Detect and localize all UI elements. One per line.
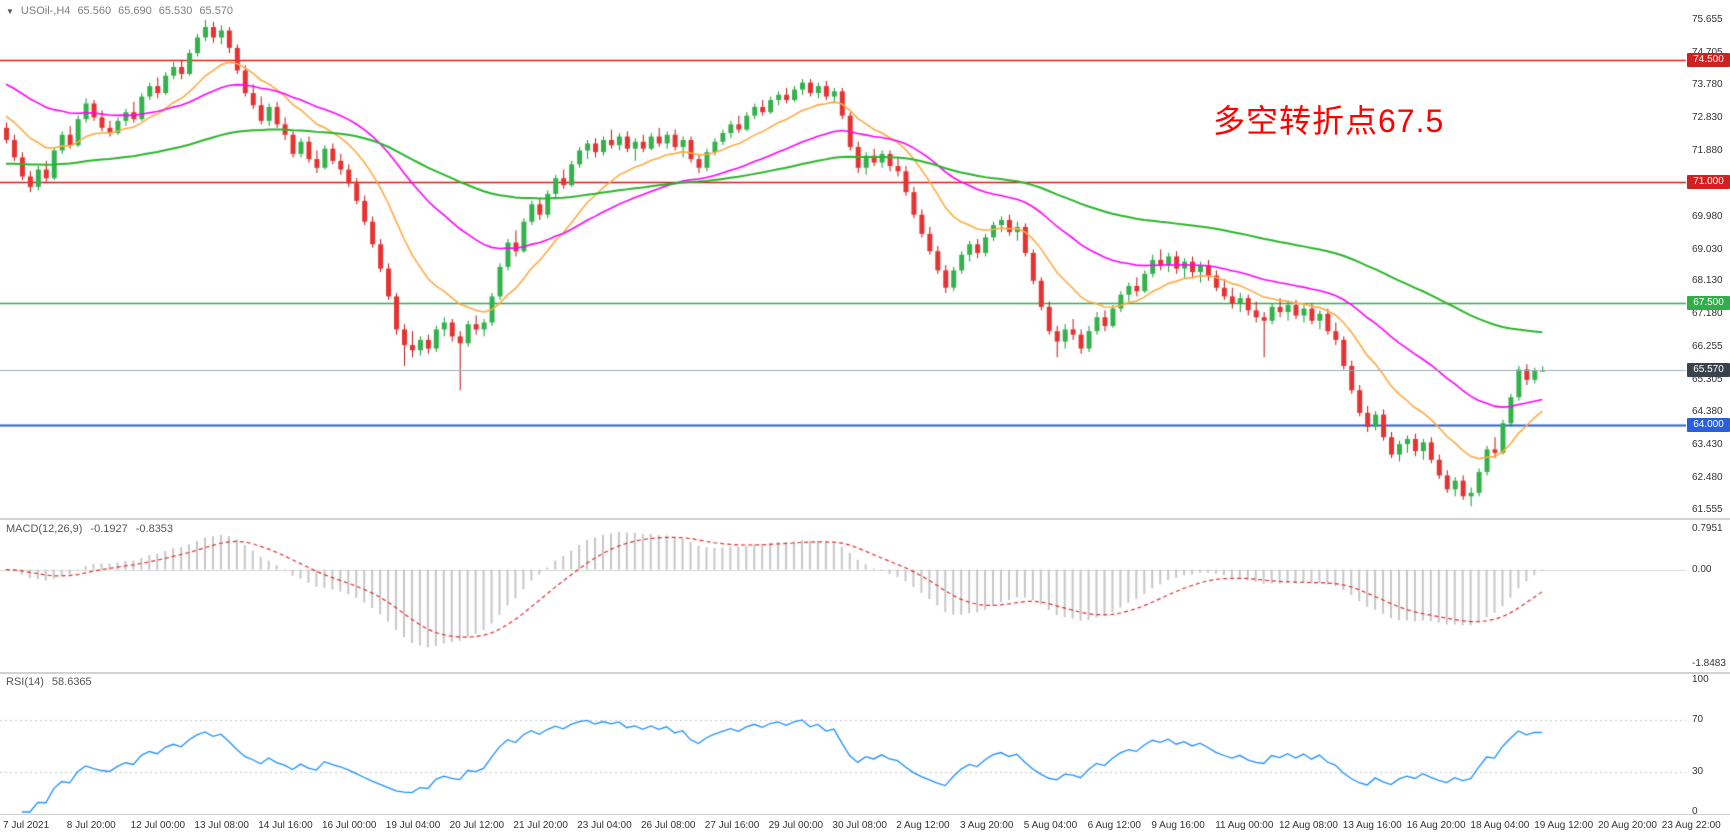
time-axis-label[interactable]: 23 Aug 22:00 [1661, 820, 1721, 831]
time-axis-label[interactable]: 2 Aug 12:00 [896, 820, 950, 831]
macd-header: MACD(12,26,9) -0.1927 -0.8353 [6, 523, 173, 535]
time-axis-label[interactable]: 20 Aug 20:00 [1598, 820, 1657, 831]
symbol-period: USOil-,H4 [20, 5, 71, 17]
annotation-text: 多空转折点67.5 [1213, 103, 1445, 139]
price-axis-label: 62.480 [1692, 471, 1723, 483]
price-axis-label: 69.980 [1692, 211, 1723, 223]
price-axis-label: 74.705 [1692, 47, 1723, 58]
panel-separator-time-axis [0, 814, 1730, 815]
time-axis-label[interactable]: 12 Aug 08:00 [1279, 820, 1338, 831]
time-axis-label[interactable]: 26 Jul 08:00 [641, 820, 696, 831]
macd-signal-value: -0.8353 [135, 523, 174, 535]
ohlc-open: 65.560 [77, 5, 112, 17]
price-axis-label: 64.380 [1692, 405, 1723, 417]
time-axis-label[interactable]: 9 Aug 16:00 [1151, 820, 1205, 831]
panel-separator-rsi[interactable] [0, 672, 1730, 674]
price-axis-label: 69.030 [1692, 244, 1723, 256]
price-axis-label: 75.655 [1692, 13, 1723, 25]
rsi-axis-label: 100 [1692, 674, 1709, 685]
time-axis-label[interactable]: 21 Jul 20:00 [513, 820, 568, 831]
ohlc-close: 65.570 [199, 5, 234, 17]
time-axis-label[interactable]: 8 Jul 20:00 [66, 820, 116, 831]
price-axis-label: 61.555 [1692, 504, 1723, 515]
rsi-value: 58.6365 [51, 676, 92, 688]
rsi-title: RSI(14) [6, 676, 44, 688]
time-axis-label[interactable]: 11 Aug 00:00 [1215, 820, 1274, 831]
price-axis-label: 65.305 [1692, 373, 1723, 385]
time-axis-label[interactable]: 20 Jul 12:00 [449, 820, 505, 831]
time-axis-label[interactable]: 16 Aug 20:00 [1406, 820, 1466, 831]
ohlc-low: 65.530 [158, 5, 193, 17]
time-axis-label[interactable]: 13 Aug 16:00 [1342, 820, 1402, 831]
time-axis-label[interactable]: 29 Jul 00:00 [768, 820, 824, 831]
rsi-axis-label: 30 [1692, 766, 1704, 778]
chart-header: ▼ USOil-,H4 65.560 65.690 65.530 65.570 [6, 5, 233, 17]
rsi-axis-label: 0 [1692, 806, 1698, 817]
price-level-label: 67.500 [1687, 296, 1730, 311]
price-axis-label: 72.830 [1692, 112, 1723, 124]
price-axis-label: 73.780 [1692, 79, 1723, 91]
time-axis-label[interactable]: 19 Aug 12:00 [1534, 820, 1594, 831]
macd-axis-label: -1.8483 [1692, 658, 1726, 669]
macd-main-value: -0.1927 [90, 523, 128, 535]
time-axis-label[interactable]: 6 Aug 12:00 [1087, 820, 1141, 831]
price-axis-label: 66.255 [1692, 340, 1723, 352]
price-axis-label: 67.180 [1692, 308, 1723, 320]
price-level-label: 71.000 [1687, 174, 1730, 189]
time-axis-label[interactable]: 30 Jul 08:00 [832, 820, 887, 831]
time-axis-label[interactable]: 18 Aug 04:00 [1470, 820, 1530, 831]
price-axis-label: 68.130 [1692, 275, 1723, 287]
panel-separator-macd[interactable] [0, 518, 1730, 520]
time-axis-label[interactable]: 7 Jul 2021 [3, 820, 50, 831]
time-axis-label[interactable]: 14 Jul 16:00 [258, 820, 313, 831]
time-axis-label[interactable]: 27 Jul 16:00 [704, 820, 760, 831]
time-axis-label[interactable]: 5 Aug 04:00 [1023, 820, 1078, 831]
price-axis-label: 71.880 [1692, 145, 1723, 157]
time-axis-label[interactable]: 13 Jul 08:00 [194, 820, 249, 831]
current-price-label: 65.570 [1687, 363, 1730, 378]
ohlc-high: 65.690 [118, 5, 152, 17]
macd-title: MACD(12,26,9) [6, 523, 83, 535]
price-axis-label: 63.430 [1692, 438, 1723, 450]
collapse-indicator-icon[interactable]: ▼ [6, 6, 14, 16]
price-level-label: 64.000 [1687, 418, 1730, 433]
time-axis-label[interactable]: 19 Jul 04:00 [385, 820, 441, 831]
time-axis-label[interactable]: 12 Jul 00:00 [130, 820, 186, 831]
time-axis-label[interactable]: 16 Jul 00:00 [322, 820, 377, 831]
macd-axis-label: 0.7951 [1692, 523, 1723, 534]
price-level-label: 74.500 [1687, 53, 1730, 68]
rsi-header: RSI(14) 58.6365 [6, 676, 92, 688]
macd-axis-label: 0.00 [1692, 563, 1712, 575]
time-axis-label[interactable]: 23 Jul 04:00 [577, 820, 632, 831]
time-axis-label[interactable]: 3 Aug 20:00 [960, 820, 1014, 831]
rsi-axis-label: 70 [1692, 713, 1704, 725]
